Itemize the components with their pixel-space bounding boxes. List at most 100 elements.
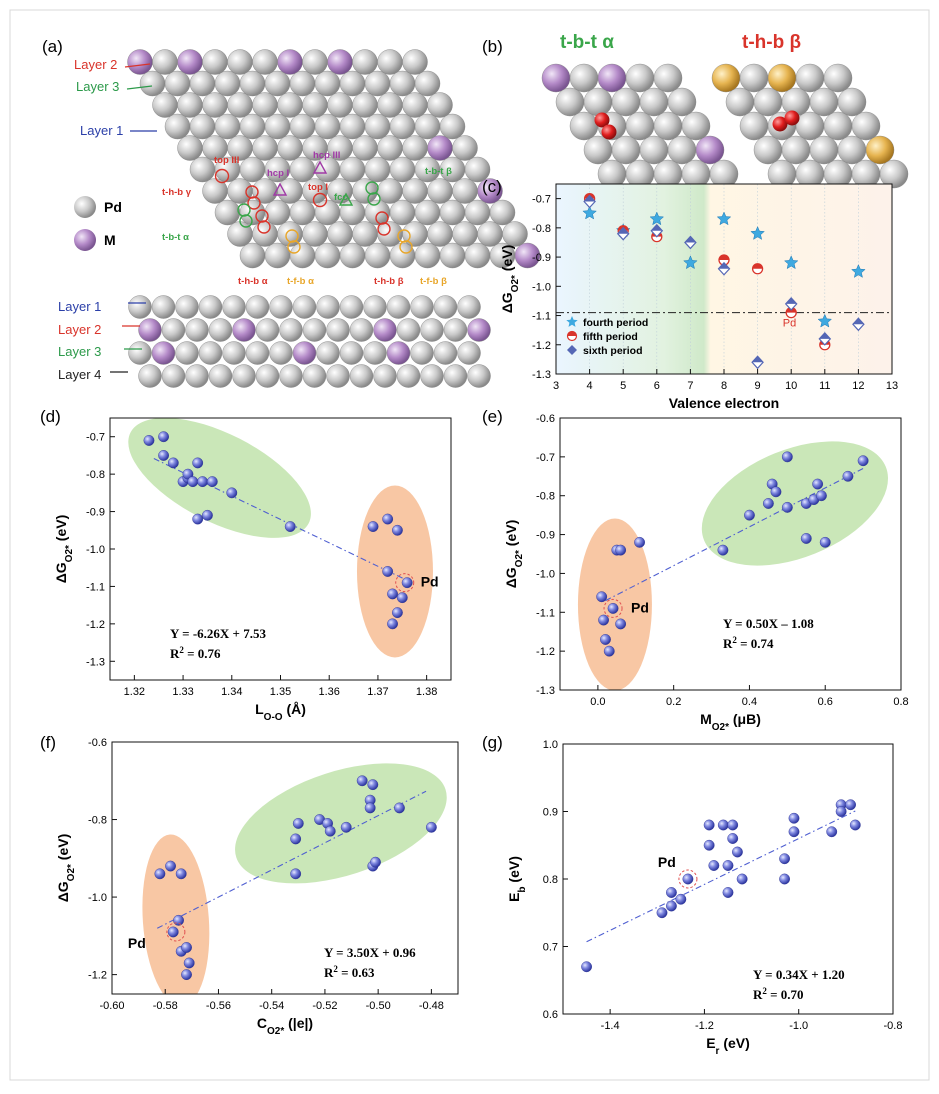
pd-highlight <box>166 922 186 942</box>
pd-atom <box>402 49 428 75</box>
m-atom <box>386 341 411 365</box>
data-point <box>718 262 730 269</box>
pd-atom <box>452 178 478 204</box>
pd-atom <box>289 199 316 226</box>
pd-atom <box>316 341 340 365</box>
pd-atom <box>164 70 191 97</box>
pd-atom <box>667 135 697 165</box>
site-label: t-f-b β <box>420 276 447 287</box>
pd-atom <box>433 295 458 319</box>
pd-atom <box>464 242 491 269</box>
layer-label-top-2: Layer 2 <box>74 57 117 72</box>
m-atom <box>477 178 503 204</box>
data-point <box>716 211 732 226</box>
pd-label: Pd <box>658 854 676 870</box>
pd-atom <box>198 341 223 365</box>
pd-atom <box>795 111 825 141</box>
data-point <box>425 821 437 833</box>
x-tick-label: -0.60 <box>99 1000 124 1012</box>
pd-atom <box>389 70 416 97</box>
x-tick-label: 13 <box>886 380 898 392</box>
pd-atom <box>177 135 203 161</box>
pd-atom <box>214 70 241 97</box>
y-tick-label: -1.0 <box>536 568 555 580</box>
site-marker <box>214 168 230 184</box>
data-point <box>387 588 398 600</box>
data-point <box>582 205 597 220</box>
pd-atom <box>252 92 278 118</box>
legend-label: sixth period <box>583 345 643 357</box>
data-point <box>581 961 592 973</box>
pd-atom <box>373 364 397 388</box>
pd-atom <box>583 87 613 117</box>
fit-line <box>586 810 856 943</box>
y-tick-label: -0.7 <box>536 452 555 464</box>
layer-label-top-3: Layer 3 <box>76 79 119 94</box>
pd-atom <box>289 242 316 269</box>
data-point <box>598 614 609 626</box>
data-point <box>788 812 800 824</box>
x-tick-label: -0.48 <box>419 1000 444 1012</box>
pd-atom <box>464 156 491 183</box>
cluster-ellipse <box>235 763 447 884</box>
y-tick-label: -1.3 <box>532 369 551 381</box>
pd-atom <box>152 92 178 118</box>
pd-atom <box>339 295 364 319</box>
panel-b: (b) t-b-t α t-h-b β <box>482 32 909 189</box>
pd-atom <box>316 295 340 319</box>
pd-atom <box>414 242 441 269</box>
pd-atom <box>339 199 366 226</box>
panel-label: (f) <box>40 733 56 752</box>
site-marker <box>272 182 288 196</box>
m-atom <box>427 135 453 161</box>
pd-atom <box>377 92 403 118</box>
y-tick-label: -1.2 <box>88 970 107 982</box>
data-point <box>649 211 665 226</box>
pd-atom <box>364 242 391 269</box>
pd-atom <box>402 221 428 247</box>
pd-atom <box>555 87 585 117</box>
m-atom <box>277 49 303 75</box>
pd-label: Pd <box>631 599 649 615</box>
pd-atom <box>245 341 270 365</box>
m-atom <box>597 63 627 93</box>
m-atom <box>695 135 725 165</box>
y-tick-label: -1.2 <box>86 619 105 631</box>
panel-b-right-title: t-h-b β <box>742 32 801 53</box>
y-tick-label: -1.0 <box>88 892 107 904</box>
fit-line <box>605 468 864 602</box>
pd-atom <box>227 221 253 247</box>
pd-atom <box>427 92 453 118</box>
pd-atom <box>264 113 291 140</box>
pd-atom <box>198 295 223 319</box>
y-tick-label: 0.6 <box>543 1009 558 1021</box>
site-label: t-h-b α <box>238 276 268 287</box>
data-point <box>683 255 698 270</box>
pd-atom <box>420 364 444 388</box>
pd-atom <box>457 341 481 365</box>
data-point <box>666 900 677 912</box>
panel-label: (g) <box>482 733 503 752</box>
data-point <box>394 802 405 814</box>
o-atom <box>601 124 617 140</box>
data-point <box>717 819 729 831</box>
data-point <box>370 856 381 868</box>
pd-atom <box>252 178 278 204</box>
fit-equation: Y = 3.50X + 0.96 <box>324 945 416 960</box>
data-point <box>719 255 729 260</box>
panel-label: (e) <box>482 407 503 426</box>
pd-atom <box>823 111 853 141</box>
legend-label: fifth period <box>583 331 638 343</box>
pd-atom <box>222 341 246 365</box>
pd-atom <box>611 135 641 165</box>
data-point <box>812 478 824 490</box>
plot-area <box>581 799 861 973</box>
data-point <box>324 825 336 837</box>
x-tick-label: 8 <box>721 380 727 392</box>
data-point <box>187 476 199 488</box>
fit-r-squared: R2 = 0.70 <box>753 986 804 1002</box>
data-point <box>615 544 627 556</box>
data-point <box>175 868 187 880</box>
pd-atom <box>457 295 481 319</box>
data-point <box>226 487 238 499</box>
